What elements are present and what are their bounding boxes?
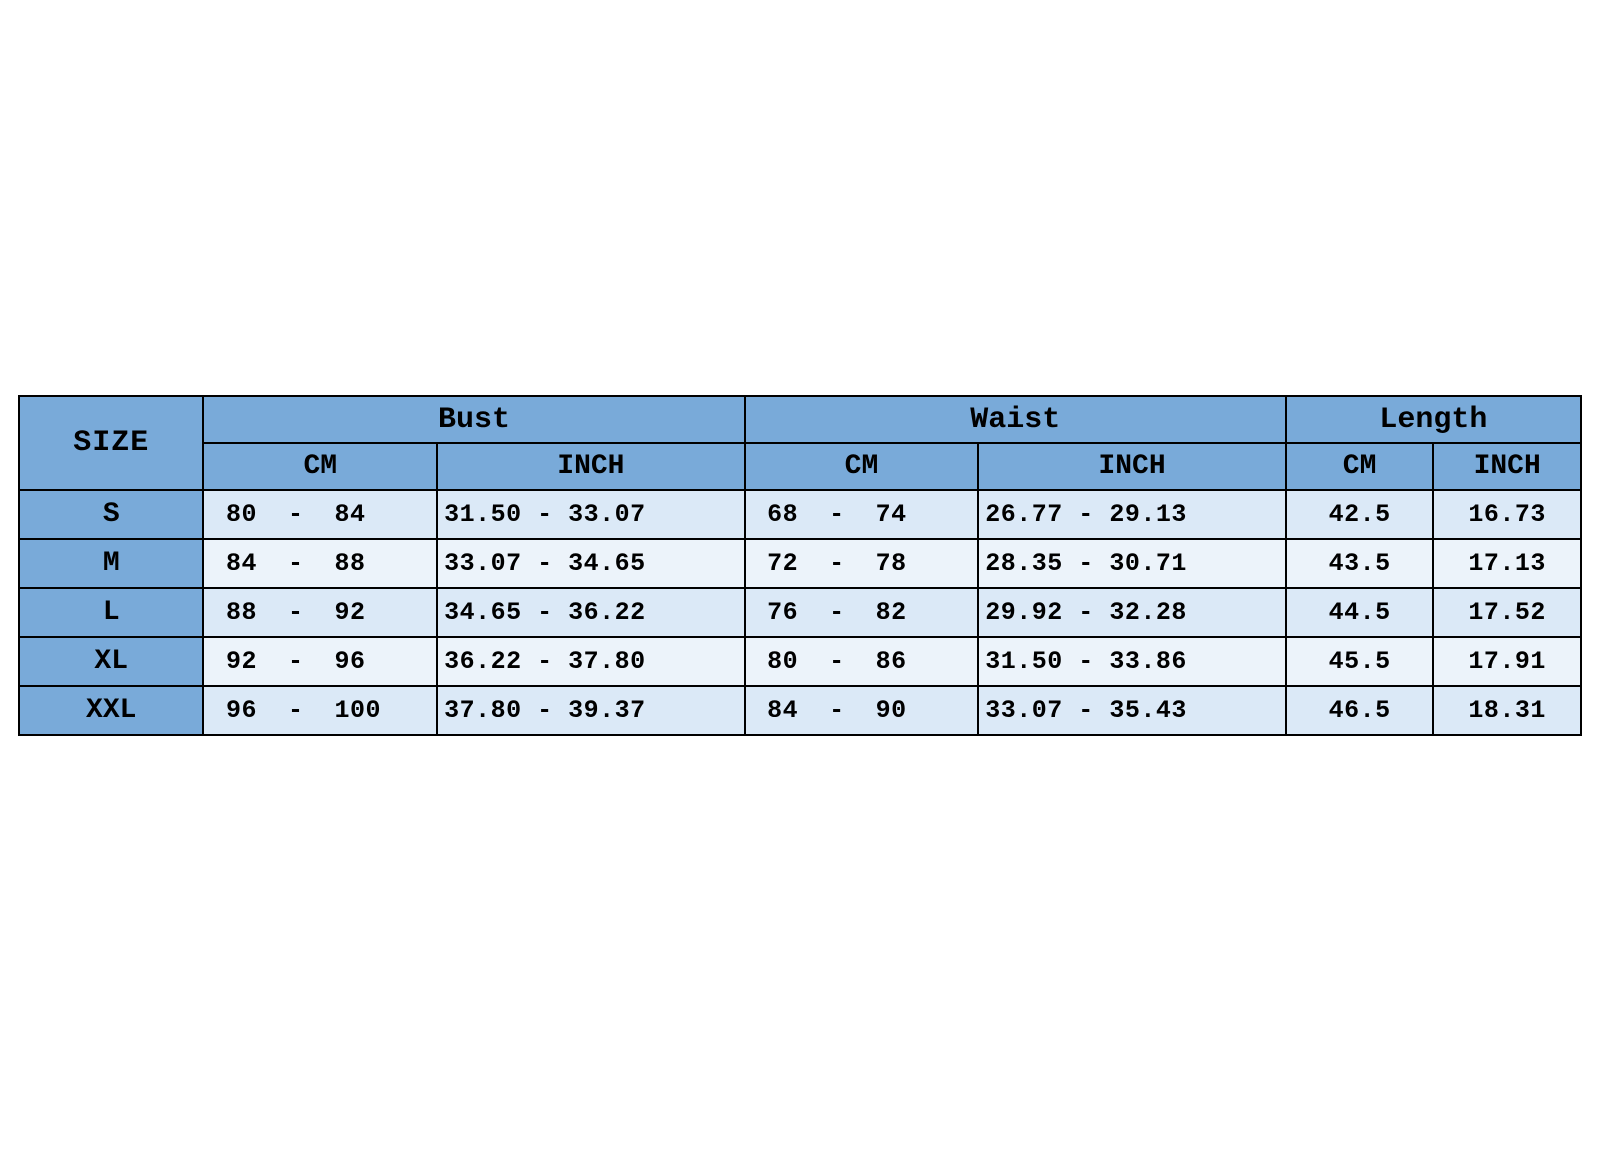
size-chart: SIZE Bust Waist Length CM INCH CM INCH C… xyxy=(18,395,1582,736)
length-inch-cell: 17.52 xyxy=(1433,588,1581,637)
bust-inch-cell: 36.22 - 37.80 xyxy=(437,637,744,686)
table-row: S 80 - 84 31.50 - 33.07 68 - 74 26.77 - … xyxy=(19,490,1581,539)
length-cm-cell: 43.5 xyxy=(1286,539,1434,588)
length-cm-cell: 44.5 xyxy=(1286,588,1434,637)
size-cell: XL xyxy=(19,637,203,686)
table-row: M 84 - 88 33.07 - 34.65 72 - 78 28.35 - … xyxy=(19,539,1581,588)
bust-cm-header: CM xyxy=(203,443,437,490)
length-cm-cell: 42.5 xyxy=(1286,490,1434,539)
waist-group-header: Waist xyxy=(745,396,1286,443)
waist-inch-cell: 31.50 - 33.86 xyxy=(978,637,1285,686)
bust-inch-cell: 34.65 - 36.22 xyxy=(437,588,744,637)
length-inch-cell: 17.13 xyxy=(1433,539,1581,588)
bust-inch-cell: 37.80 - 39.37 xyxy=(437,686,744,735)
waist-inch-header: INCH xyxy=(978,443,1285,490)
waist-cm-cell: 84 - 90 xyxy=(745,686,979,735)
size-table: SIZE Bust Waist Length CM INCH CM INCH C… xyxy=(18,395,1582,736)
waist-cm-cell: 72 - 78 xyxy=(745,539,979,588)
bust-group-header: Bust xyxy=(203,396,744,443)
size-header: SIZE xyxy=(19,396,203,490)
bust-cm-cell: 92 - 96 xyxy=(203,637,437,686)
table-row: XXL 96 - 10037.80 - 39.37 84 - 90 33.07 … xyxy=(19,686,1581,735)
size-cell: M xyxy=(19,539,203,588)
length-inch-cell: 18.31 xyxy=(1433,686,1581,735)
header-row-units: CM INCH CM INCH CM INCH xyxy=(19,443,1581,490)
bust-inch-header: INCH xyxy=(437,443,744,490)
waist-inch-cell: 28.35 - 30.71 xyxy=(978,539,1285,588)
table-row: L 88 - 92 34.65 - 36.22 76 - 82 29.92 - … xyxy=(19,588,1581,637)
length-inch-cell: 17.91 xyxy=(1433,637,1581,686)
table-header: SIZE Bust Waist Length CM INCH CM INCH C… xyxy=(19,396,1581,490)
table-row: XL 92 - 96 36.22 - 37.80 80 - 86 31.50 -… xyxy=(19,637,1581,686)
header-row-groups: SIZE Bust Waist Length xyxy=(19,396,1581,443)
bust-cm-cell: 88 - 92 xyxy=(203,588,437,637)
size-cell: S xyxy=(19,490,203,539)
length-cm-cell: 45.5 xyxy=(1286,637,1434,686)
waist-cm-cell: 76 - 82 xyxy=(745,588,979,637)
bust-cm-cell: 80 - 84 xyxy=(203,490,437,539)
waist-cm-cell: 80 - 86 xyxy=(745,637,979,686)
bust-inch-cell: 31.50 - 33.07 xyxy=(437,490,744,539)
length-inch-header: INCH xyxy=(1433,443,1581,490)
length-group-header: Length xyxy=(1286,396,1581,443)
waist-inch-cell: 26.77 - 29.13 xyxy=(978,490,1285,539)
bust-cm-cell: 96 - 100 xyxy=(203,686,437,735)
bust-inch-cell: 33.07 - 34.65 xyxy=(437,539,744,588)
bust-cm-cell: 84 - 88 xyxy=(203,539,437,588)
length-cm-header: CM xyxy=(1286,443,1434,490)
waist-inch-cell: 33.07 - 35.43 xyxy=(978,686,1285,735)
length-inch-cell: 16.73 xyxy=(1433,490,1581,539)
table-body: S 80 - 84 31.50 - 33.07 68 - 74 26.77 - … xyxy=(19,490,1581,735)
waist-inch-cell: 29.92 - 32.28 xyxy=(978,588,1285,637)
waist-cm-cell: 68 - 74 xyxy=(745,490,979,539)
size-cell: L xyxy=(19,588,203,637)
length-cm-cell: 46.5 xyxy=(1286,686,1434,735)
waist-cm-header: CM xyxy=(745,443,979,490)
size-cell: XXL xyxy=(19,686,203,735)
